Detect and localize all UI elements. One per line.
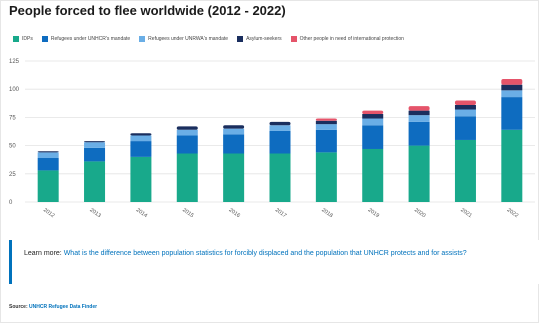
bar-segment[interactable] — [315, 124, 337, 130]
y-tick-label: 125 — [9, 59, 20, 65]
source-label: Source: — [9, 304, 28, 310]
bar-segment[interactable] — [454, 139, 476, 202]
legend-swatch — [290, 36, 297, 42]
bar-segment[interactable] — [84, 142, 106, 148]
legend-label: Refugees under UNHCR's mandate — [50, 36, 131, 42]
bar-segment[interactable] — [454, 109, 476, 117]
bar-segment[interactable] — [223, 134, 245, 154]
legend-item[interactable]: Asylum-seekers — [237, 36, 282, 42]
legend-swatch — [139, 36, 146, 42]
bar-segment[interactable] — [501, 129, 523, 202]
legend-item[interactable]: IDPs — [13, 36, 33, 42]
bar-segment[interactable] — [501, 79, 523, 85]
bar-segment[interactable] — [130, 141, 152, 157]
bar-segment[interactable] — [501, 90, 523, 98]
bar-segment[interactable] — [37, 170, 59, 202]
y-tick-label: 100 — [9, 87, 20, 93]
legend-swatch — [13, 36, 19, 42]
bar-segment[interactable] — [176, 153, 198, 202]
bar-segment[interactable] — [408, 121, 430, 146]
source-link[interactable]: UNHCR Refugee Data Finder — [29, 304, 98, 310]
bar-segment[interactable] — [315, 129, 337, 153]
learn-more-link[interactable]: What is the difference between populatio… — [63, 250, 467, 257]
bar-segment[interactable] — [501, 84, 523, 91]
legend-label: Asylum-seekers — [246, 36, 282, 42]
legend-label: IDPs — [22, 36, 33, 42]
bar-segment[interactable] — [37, 152, 59, 159]
bar-segment[interactable] — [130, 135, 152, 142]
legend-label: Other people in need of international pr… — [299, 36, 404, 42]
bar-segment[interactable] — [362, 125, 384, 149]
bar-segment[interactable] — [362, 110, 384, 115]
bar-segment[interactable] — [176, 126, 198, 130]
bar-segment[interactable] — [223, 125, 245, 129]
bar-segment[interactable] — [408, 115, 430, 122]
bar-segment[interactable] — [362, 114, 384, 119]
x-tick-label: 2017 — [274, 207, 287, 219]
x-tick-label: 2014 — [135, 207, 148, 219]
bar-segment[interactable] — [454, 104, 476, 110]
bar-segment[interactable] — [223, 153, 245, 202]
legend-swatch — [41, 36, 48, 42]
bar-segment[interactable] — [269, 121, 291, 126]
x-tick-label: 2013 — [88, 207, 101, 219]
bar-segment[interactable] — [408, 110, 430, 116]
x-tick-label: 2012 — [42, 207, 55, 219]
legend-swatch — [237, 36, 244, 42]
bar-segment[interactable] — [176, 129, 198, 136]
bar-segment[interactable] — [130, 133, 152, 136]
bar-segment[interactable] — [501, 97, 523, 130]
chart-title: People forced to flee worldwide (2012 - … — [9, 3, 286, 18]
bar-segment[interactable] — [362, 148, 384, 202]
bar-segment[interactable] — [84, 147, 106, 162]
stacked-bar-chart: 0 25 50 75 100 125 2012 2013 2014 2015 2016 2017 201… — [9, 59, 535, 219]
bar-segment[interactable] — [454, 116, 476, 140]
bar-segment[interactable] — [269, 130, 291, 154]
bar-segment[interactable] — [84, 141, 106, 143]
bar-segment[interactable] — [408, 106, 430, 111]
bar-segment[interactable] — [37, 158, 59, 171]
x-tick-label: 2018 — [320, 207, 333, 219]
chart-legend: IDPs Refugees under UNHCR's mandate Refuge… — [13, 31, 534, 47]
bar-segment[interactable] — [315, 152, 337, 202]
bar-segment[interactable] — [315, 118, 337, 121]
legend-item[interactable]: Refugees under UNRWA's mandate — [139, 36, 228, 42]
y-tick-label: 25 — [9, 172, 16, 178]
bar-segment[interactable] — [362, 118, 384, 126]
learn-more-callout: Learn more: What is the difference betwe… — [9, 240, 539, 284]
bar-segment[interactable] — [454, 100, 476, 105]
x-tick-label: 2020 — [413, 207, 426, 219]
bar-segment[interactable] — [269, 125, 291, 131]
bar-segment[interactable] — [223, 128, 245, 135]
x-tick-label: 2015 — [181, 207, 194, 219]
bar-segment[interactable] — [130, 156, 152, 202]
bar-segment[interactable] — [176, 135, 198, 154]
y-tick-label: 50 — [9, 144, 16, 150]
bar-segment[interactable] — [269, 153, 291, 202]
bar-segment[interactable] — [408, 145, 430, 202]
y-tick-label: 0 — [9, 200, 13, 206]
source-note: Source: UNHCR Refugee Data Finder — [9, 304, 97, 310]
x-tick-label: 2021 — [459, 207, 472, 219]
bar-segment[interactable] — [37, 151, 59, 153]
learn-more-label: Learn more: — [24, 250, 62, 257]
x-tick-label: 2019 — [367, 207, 380, 219]
legend-item[interactable]: Refugees under UNHCR's mandate — [41, 36, 131, 42]
y-tick-label: 75 — [9, 115, 16, 121]
bar-segment[interactable] — [315, 120, 337, 125]
x-tick-label: 2022 — [506, 207, 519, 219]
bar-segment[interactable] — [84, 161, 106, 202]
legend-label: Refugees under UNRWA's mandate — [148, 36, 229, 42]
x-tick-label: 2016 — [227, 207, 240, 219]
legend-item[interactable]: Other people in need of international pr… — [290, 36, 404, 42]
